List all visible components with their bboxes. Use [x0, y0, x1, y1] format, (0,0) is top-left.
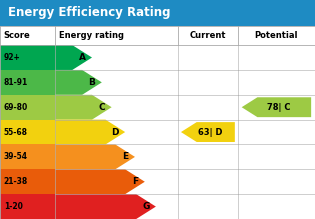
Text: D: D [112, 127, 119, 137]
Text: 69-80: 69-80 [4, 103, 28, 112]
Bar [0, 95, 55, 120]
Bar [0, 26, 315, 45]
Bar [0, 70, 55, 95]
Text: Score: Score [4, 31, 31, 40]
Text: Potential: Potential [255, 31, 298, 40]
Text: G: G [142, 202, 150, 211]
Text: 63| D: 63| D [198, 127, 222, 137]
Text: E: E [122, 152, 128, 161]
Polygon shape [55, 95, 112, 120]
Text: Energy rating: Energy rating [59, 31, 124, 40]
Polygon shape [242, 97, 311, 117]
Text: Current: Current [190, 31, 226, 40]
Text: F: F [132, 177, 138, 186]
Text: 1-20: 1-20 [4, 202, 23, 211]
Polygon shape [55, 45, 92, 70]
Text: 55-68: 55-68 [4, 127, 28, 137]
Text: 92+: 92+ [4, 53, 20, 62]
Text: 21-38: 21-38 [4, 177, 28, 186]
Bar [0, 194, 55, 219]
Text: B: B [89, 78, 95, 87]
Polygon shape [55, 169, 145, 194]
Text: 39-54: 39-54 [4, 152, 28, 161]
Text: A: A [79, 53, 86, 62]
Text: 78| C: 78| C [267, 103, 290, 112]
Polygon shape [55, 194, 156, 219]
Bar [0, 169, 55, 194]
Text: Energy Efficiency Rating: Energy Efficiency Rating [8, 6, 170, 19]
Bar [0, 120, 55, 145]
Text: 81-91: 81-91 [4, 78, 28, 87]
Polygon shape [55, 120, 125, 145]
Text: C: C [99, 103, 105, 112]
Bar [0, 0, 315, 26]
Bar [0, 45, 55, 70]
Polygon shape [55, 145, 135, 169]
Bar [0, 145, 55, 169]
Polygon shape [181, 122, 235, 142]
Polygon shape [55, 70, 102, 95]
